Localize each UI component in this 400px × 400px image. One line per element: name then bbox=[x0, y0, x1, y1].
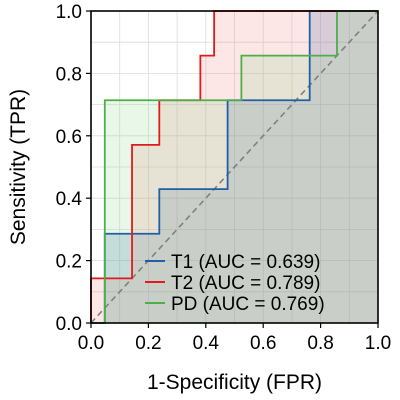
x-tick-label: 0.8 bbox=[307, 333, 333, 354]
series-line-2 bbox=[91, 10, 378, 324]
chance-diagonal bbox=[90, 10, 379, 324]
x-tick-label: 0.4 bbox=[193, 333, 220, 354]
y-tick-label: 1.0 bbox=[56, 2, 82, 23]
y-tick-label: 0.0 bbox=[56, 314, 82, 335]
legend-label-2: PD (AUC = 0.769) bbox=[171, 294, 325, 315]
y-tick-label: 0.6 bbox=[56, 127, 82, 148]
legend-label-0: T1 (AUC = 0.639) bbox=[171, 252, 320, 273]
legend-label-1: T2 (AUC = 0.789) bbox=[171, 273, 320, 294]
x-tick-label: 1.0 bbox=[365, 333, 391, 354]
plot-frame bbox=[90, 10, 379, 324]
x-tick-label: 0.6 bbox=[250, 333, 276, 354]
y-tick-label: 0.2 bbox=[56, 252, 82, 273]
legend: T1 (AUC = 0.639)T2 (AUC = 0.789)PD (AUC … bbox=[145, 252, 325, 315]
x-tick-label: 0.0 bbox=[78, 333, 104, 354]
y-tick-label: 0.4 bbox=[56, 189, 83, 210]
x-axis-label: 1-Specificity (FPR) bbox=[147, 371, 322, 394]
tick-layer: 0.0 0.2 0.4 0.6 0.8 1.0 0.0 0.2 0.4 0.6 0.8 1.0 bbox=[56, 2, 392, 354]
y-tick-label: 0.8 bbox=[56, 64, 82, 85]
x-tick-label: 0.2 bbox=[135, 333, 161, 354]
y-axis-label: Sensitivity (TPR) bbox=[7, 89, 30, 245]
